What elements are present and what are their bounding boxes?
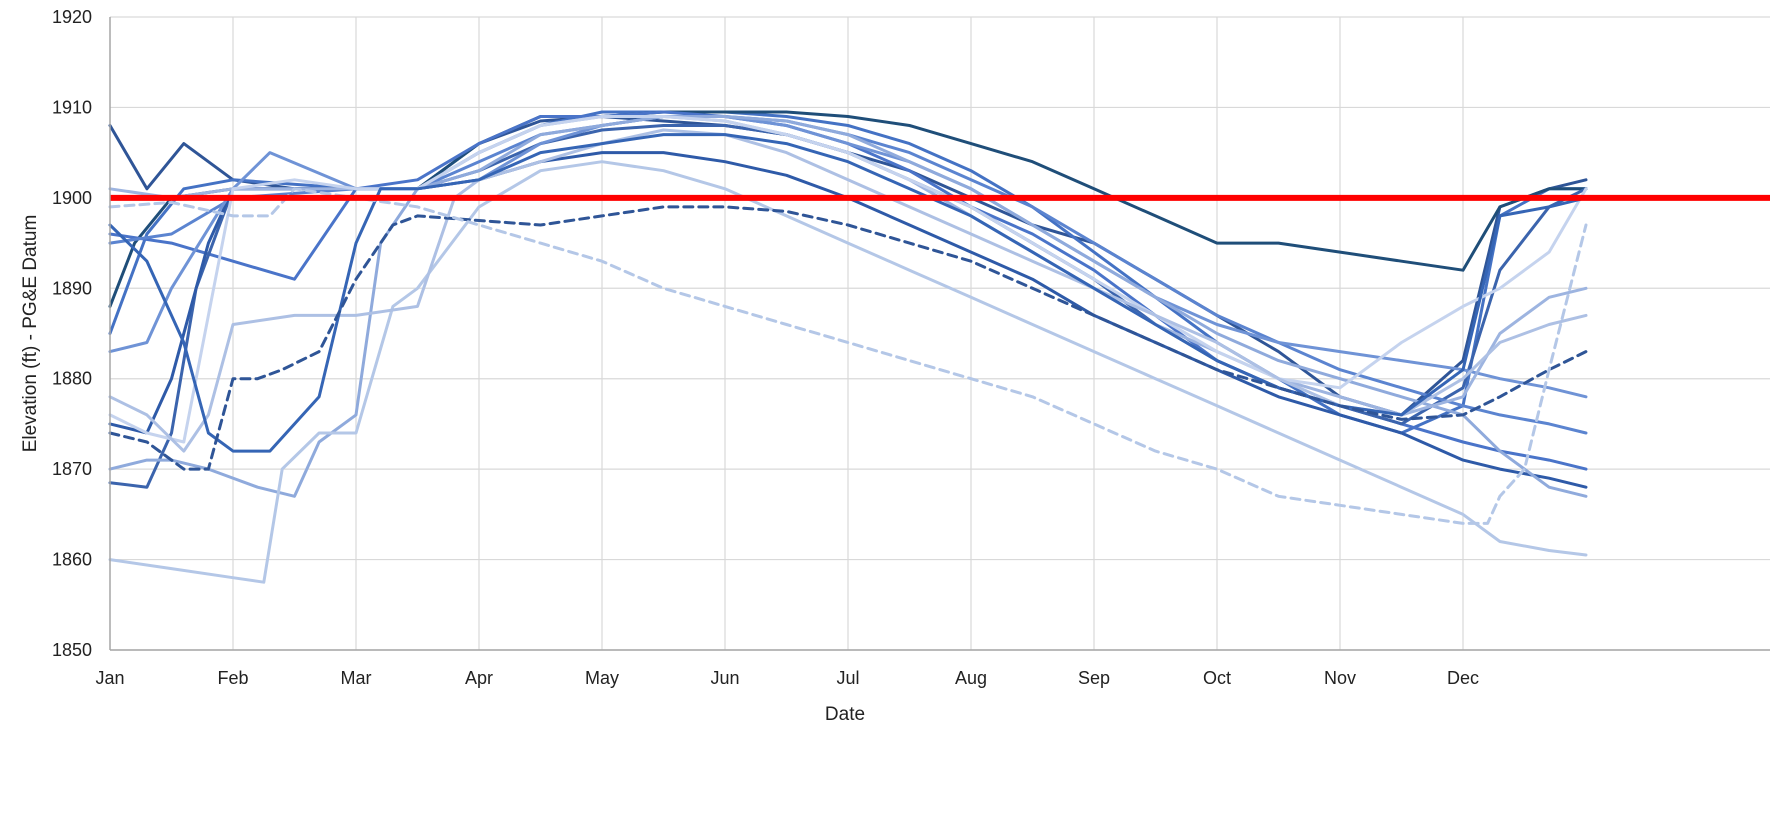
y-tick-label: 1880 <box>52 369 92 389</box>
x-tick-label: Aug <box>955 668 987 688</box>
x-tick-label: Apr <box>465 668 493 688</box>
x-tick-label: Jun <box>710 668 739 688</box>
x-tick-label: Mar <box>341 668 372 688</box>
y-tick-label: 1890 <box>52 278 92 298</box>
axes-frame <box>109 17 1770 651</box>
y-tick-label: 1910 <box>52 97 92 117</box>
y-tick-labels: 1850 1860 1870 1880 1890 1900 1910 1920 <box>52 7 92 660</box>
x-tick-label: May <box>585 668 619 688</box>
x-tick-label: Jul <box>836 668 859 688</box>
x-tick-label: Dec <box>1447 668 1479 688</box>
y-tick-label: 1850 <box>52 640 92 660</box>
series-line-12 <box>108 115 1588 444</box>
x-tick-label: Sep <box>1078 668 1110 688</box>
x-tick-label: Oct <box>1203 668 1231 688</box>
y-tick-label: 1870 <box>52 459 92 479</box>
y-tick-label: 1900 <box>52 188 92 208</box>
series-line-15 <box>108 205 1588 471</box>
y-tick-label: 1920 <box>52 7 92 27</box>
x-tick-label: Feb <box>217 668 248 688</box>
series-line-14 <box>108 133 1588 453</box>
x-tick-label: Jan <box>95 668 124 688</box>
y-tick-label: 1860 <box>52 550 92 570</box>
series-line-11 <box>108 160 1588 584</box>
series-lines <box>108 110 1588 584</box>
y-axis-title: Elevation (ft) - PG&E Datum <box>20 215 41 453</box>
x-axis-title: Date <box>825 704 865 725</box>
x-tick-labels: Jan Feb Mar Apr May Jun Jul Aug Sep Oct Nov Dec <box>95 668 1479 688</box>
x-tick-label: Nov <box>1324 668 1356 688</box>
